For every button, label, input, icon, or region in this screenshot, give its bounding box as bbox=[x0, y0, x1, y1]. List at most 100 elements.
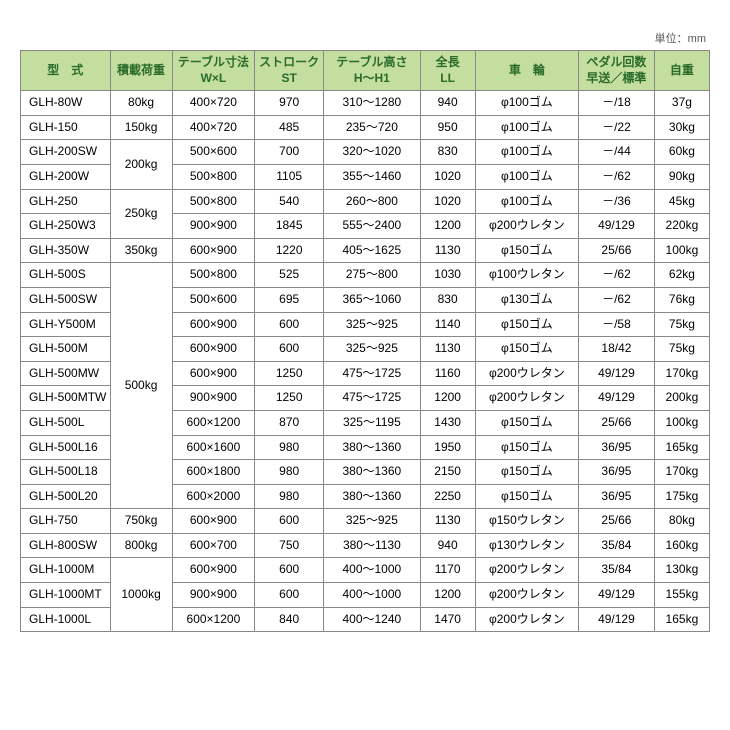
cell-model: GLH-250W3 bbox=[21, 214, 111, 239]
cell-model: GLH-1000L bbox=[21, 607, 111, 632]
cell-load: 200kg bbox=[110, 140, 172, 189]
cell-table_size: 600×1600 bbox=[172, 435, 255, 460]
cell-length: 2150 bbox=[420, 460, 475, 485]
spec-table: 型 式積載荷重テーブル寸法W×LストロークSTテーブル高さH～H1全長LL車 輪… bbox=[20, 50, 710, 632]
cell-model: GLH-500MW bbox=[21, 361, 111, 386]
table-body: GLH-80W80kg400×720970310～1280940φ100ゴム－/… bbox=[21, 91, 710, 632]
cell-table_height: 400～1000 bbox=[324, 583, 420, 608]
cell-length: 1160 bbox=[420, 361, 475, 386]
cell-table_size: 600×1200 bbox=[172, 607, 255, 632]
cell-pedal: 49/129 bbox=[579, 583, 655, 608]
cell-stroke: 700 bbox=[255, 140, 324, 165]
cell-wheel: φ150ゴム bbox=[475, 484, 578, 509]
cell-table_height: 380～1130 bbox=[324, 533, 420, 558]
cell-table_size: 600×1800 bbox=[172, 460, 255, 485]
cell-length: 1200 bbox=[420, 214, 475, 239]
cell-model: GLH-80W bbox=[21, 91, 111, 116]
cell-load: 250kg bbox=[110, 189, 172, 238]
cell-length: 1130 bbox=[420, 509, 475, 534]
cell-pedal: 35/84 bbox=[579, 558, 655, 583]
cell-model: GLH-500L18 bbox=[21, 460, 111, 485]
cell-table_size: 500×800 bbox=[172, 189, 255, 214]
cell-weight: 100kg bbox=[654, 410, 709, 435]
cell-weight: 165kg bbox=[654, 435, 709, 460]
cell-length: 1130 bbox=[420, 238, 475, 263]
cell-model: GLH-150 bbox=[21, 115, 111, 140]
cell-length: 1140 bbox=[420, 312, 475, 337]
cell-wheel: φ100ゴム bbox=[475, 140, 578, 165]
table-row: GLH-150150kg400×720485235～720950φ100ゴム－/… bbox=[21, 115, 710, 140]
cell-wheel: φ130ゴム bbox=[475, 287, 578, 312]
cell-wheel: φ200ウレタン bbox=[475, 607, 578, 632]
cell-pedal: －/62 bbox=[579, 263, 655, 288]
col-wheel: 車 輪 bbox=[475, 51, 578, 91]
cell-wheel: φ130ウレタン bbox=[475, 533, 578, 558]
cell-table_size: 600×900 bbox=[172, 509, 255, 534]
table-row: GLH-750750kg600×900600325～9251130φ150ウレタ… bbox=[21, 509, 710, 534]
table-header: 型 式積載荷重テーブル寸法W×LストロークSTテーブル高さH～H1全長LL車 輪… bbox=[21, 51, 710, 91]
cell-table_height: 475～1725 bbox=[324, 386, 420, 411]
cell-table_height: 400～1000 bbox=[324, 558, 420, 583]
cell-stroke: 600 bbox=[255, 558, 324, 583]
table-row: GLH-250250kg500×800540260～8001020φ100ゴム－… bbox=[21, 189, 710, 214]
cell-stroke: 840 bbox=[255, 607, 324, 632]
cell-table_height: 325～1195 bbox=[324, 410, 420, 435]
cell-model: GLH-200W bbox=[21, 164, 111, 189]
table-row: GLH-80W80kg400×720970310～1280940φ100ゴム－/… bbox=[21, 91, 710, 116]
cell-length: 1170 bbox=[420, 558, 475, 583]
cell-pedal: 49/129 bbox=[579, 361, 655, 386]
table-row: GLH-800SW800kg600×700750380～1130940φ130ウ… bbox=[21, 533, 710, 558]
cell-weight: 76kg bbox=[654, 287, 709, 312]
table-row: GLH-1000M1000kg600×900600400～10001170φ20… bbox=[21, 558, 710, 583]
cell-table_size: 600×900 bbox=[172, 238, 255, 263]
cell-pedal: 49/129 bbox=[579, 214, 655, 239]
cell-weight: 170kg bbox=[654, 361, 709, 386]
cell-model: GLH-500S bbox=[21, 263, 111, 288]
cell-table_size: 600×900 bbox=[172, 337, 255, 362]
cell-load: 800kg bbox=[110, 533, 172, 558]
cell-wheel: φ100ゴム bbox=[475, 91, 578, 116]
cell-weight: 130kg bbox=[654, 558, 709, 583]
unit-label: 単位：mm bbox=[20, 30, 710, 46]
col-pedal: ペダル回数早送／標準 bbox=[579, 51, 655, 91]
cell-wheel: φ100ゴム bbox=[475, 115, 578, 140]
cell-length: 1200 bbox=[420, 583, 475, 608]
cell-table_height: 380～1360 bbox=[324, 460, 420, 485]
cell-pedal: 35/84 bbox=[579, 533, 655, 558]
cell-stroke: 600 bbox=[255, 583, 324, 608]
cell-model: GLH-500L16 bbox=[21, 435, 111, 460]
cell-pedal: －/58 bbox=[579, 312, 655, 337]
cell-wheel: φ150ウレタン bbox=[475, 509, 578, 534]
cell-table_size: 600×900 bbox=[172, 312, 255, 337]
cell-model: GLH-350W bbox=[21, 238, 111, 263]
cell-model: GLH-500M bbox=[21, 337, 111, 362]
cell-table_size: 900×900 bbox=[172, 386, 255, 411]
cell-weight: 60kg bbox=[654, 140, 709, 165]
cell-length: 830 bbox=[420, 140, 475, 165]
cell-stroke: 600 bbox=[255, 337, 324, 362]
cell-weight: 165kg bbox=[654, 607, 709, 632]
cell-table_height: 325～925 bbox=[324, 312, 420, 337]
cell-model: GLH-1000M bbox=[21, 558, 111, 583]
cell-wheel: φ200ウレタン bbox=[475, 214, 578, 239]
table-row: GLH-200SW200kg500×600700320～1020830φ100ゴ… bbox=[21, 140, 710, 165]
cell-stroke: 695 bbox=[255, 287, 324, 312]
cell-wheel: φ200ウレタン bbox=[475, 386, 578, 411]
cell-pedal: －/18 bbox=[579, 91, 655, 116]
cell-table_height: 325～925 bbox=[324, 509, 420, 534]
cell-stroke: 750 bbox=[255, 533, 324, 558]
cell-table_height: 275～800 bbox=[324, 263, 420, 288]
cell-weight: 45kg bbox=[654, 189, 709, 214]
cell-weight: 30kg bbox=[654, 115, 709, 140]
cell-wheel: φ200ウレタン bbox=[475, 361, 578, 386]
cell-table_size: 400×720 bbox=[172, 91, 255, 116]
cell-wheel: φ100ゴム bbox=[475, 189, 578, 214]
cell-model: GLH-200SW bbox=[21, 140, 111, 165]
cell-weight: 75kg bbox=[654, 312, 709, 337]
cell-length: 940 bbox=[420, 533, 475, 558]
cell-model: GLH-500L bbox=[21, 410, 111, 435]
cell-model: GLH-1000MT bbox=[21, 583, 111, 608]
col-weight: 自重 bbox=[654, 51, 709, 91]
cell-weight: 90kg bbox=[654, 164, 709, 189]
cell-table_size: 600×1200 bbox=[172, 410, 255, 435]
